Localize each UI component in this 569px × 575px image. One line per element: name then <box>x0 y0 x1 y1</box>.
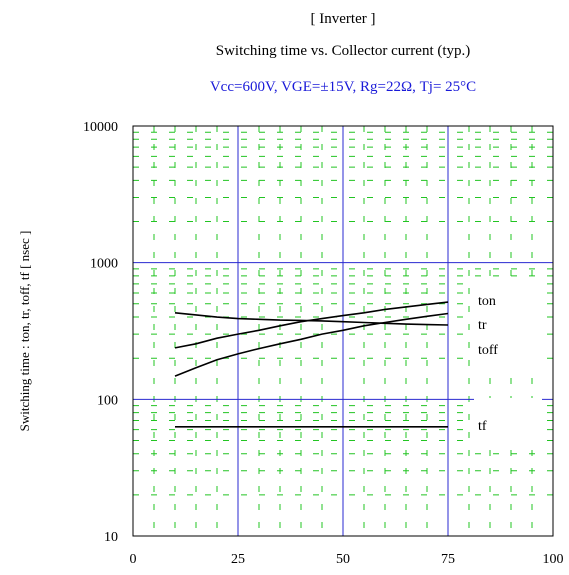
y-tick-label: 10000 <box>83 120 118 135</box>
series-labels: ton tr toff tf <box>474 282 542 448</box>
x-tick-labels: 0 25 50 75 100 <box>130 552 564 567</box>
x-tick-label: 0 <box>130 552 137 567</box>
x-tick-label: 25 <box>231 552 245 567</box>
y-tick-label: 10 <box>104 530 118 545</box>
chart-subtitle: Switching time vs. Collector current (ty… <box>216 43 471 59</box>
series-label-tf: tf <box>478 419 487 434</box>
x-tick-label: 75 <box>441 552 455 567</box>
series-line-tr <box>174 301 449 349</box>
label-backdrop <box>474 398 542 448</box>
y-tick-label: 100 <box>97 393 118 408</box>
series-line-toff <box>174 312 449 377</box>
series-label-tr: tr <box>478 318 487 333</box>
series-label-toff: toff <box>478 343 498 358</box>
label-backdrop <box>474 282 542 378</box>
y-axis-label: Switching time : ton, tr, toff, tf [ nse… <box>17 231 32 432</box>
plot-frame <box>132 125 554 537</box>
series-label-ton: ton <box>478 294 496 309</box>
y-tick-labels: 10 100 1000 10000 <box>83 120 118 545</box>
series-curves <box>174 301 449 428</box>
chart-title: [ Inverter ] <box>311 11 376 27</box>
x-tick-label: 100 <box>543 552 564 567</box>
test-conditions: Vcc=600V, VGE=±15V, Rg=22Ω, Tj= 25°C <box>210 79 476 95</box>
x-tick-label: 50 <box>336 552 350 567</box>
y-tick-label: 1000 <box>90 257 118 272</box>
